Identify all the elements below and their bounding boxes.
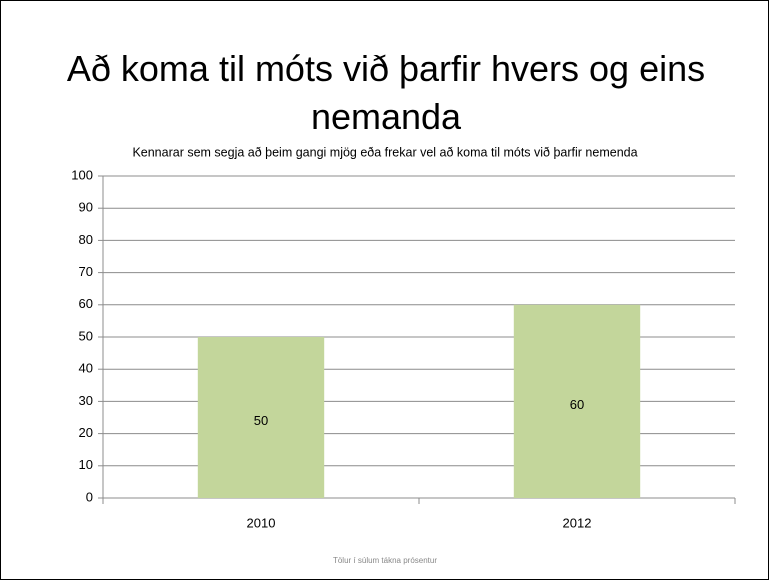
data-label: 60	[570, 397, 584, 412]
y-tick-label: 90	[79, 200, 93, 215]
footnote: Tölur í súlum tákna prósentur	[333, 556, 437, 565]
bar	[197, 337, 325, 498]
y-tick-label: 0	[86, 489, 93, 504]
y-tick-label: 40	[79, 361, 93, 376]
y-tick-label: 20	[79, 425, 93, 440]
x-tick-label: 2010	[247, 515, 276, 530]
y-tick-label: 60	[79, 296, 93, 311]
data-label: 50	[254, 413, 268, 428]
chart-subtitle: Kennarar sem segja að þeim gangi mjög eð…	[132, 145, 637, 159]
y-tick-label: 80	[79, 232, 93, 247]
y-tick-label: 50	[79, 328, 93, 343]
bar	[513, 304, 641, 498]
x-tick-label: 2012	[563, 515, 592, 530]
y-tick-label: 100	[71, 167, 93, 182]
y-tick-label: 10	[79, 457, 93, 472]
y-tick-label: 70	[79, 264, 93, 279]
chart-title: Að koma til móts við þarfir hvers og ein…	[66, 48, 706, 137]
y-tick-label: 30	[79, 393, 93, 408]
